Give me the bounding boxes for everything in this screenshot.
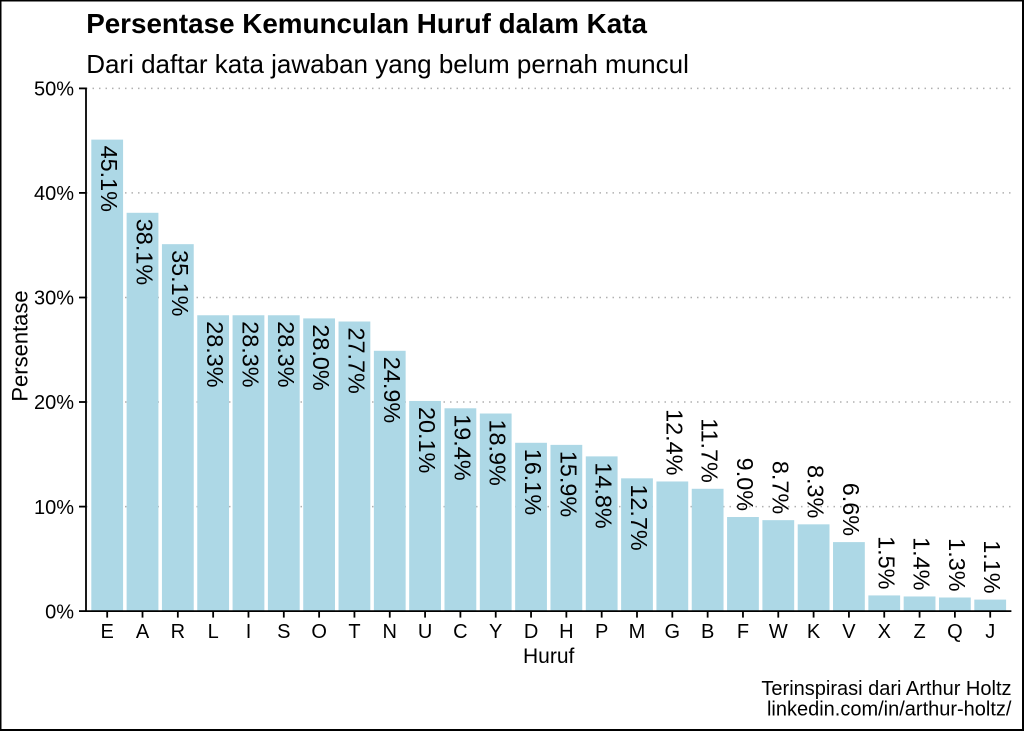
svg-text:8.7%: 8.7%	[767, 461, 793, 514]
svg-text:6.6%: 6.6%	[838, 483, 864, 536]
svg-text:Z: Z	[913, 621, 925, 643]
svg-text:28.0%: 28.0%	[308, 324, 334, 390]
svg-text:35.1%: 35.1%	[167, 250, 193, 316]
svg-text:1.5%: 1.5%	[873, 536, 899, 589]
svg-text:F: F	[737, 621, 749, 643]
svg-text:Dari daftar kata jawaban yang: Dari daftar kata jawaban yang belum pern…	[86, 49, 689, 79]
svg-text:B: B	[701, 621, 714, 643]
svg-text:9.0%: 9.0%	[732, 458, 758, 511]
svg-text:20.1%: 20.1%	[414, 407, 440, 473]
svg-text:A: A	[136, 621, 150, 643]
svg-text:15.9%: 15.9%	[555, 451, 581, 517]
svg-text:50%: 50%	[34, 79, 74, 101]
svg-text:19.4%: 19.4%	[449, 414, 475, 480]
svg-text:T: T	[348, 621, 360, 643]
svg-text:28.3%: 28.3%	[273, 321, 299, 387]
svg-text:H: H	[559, 621, 573, 643]
svg-text:12.4%: 12.4%	[661, 409, 687, 475]
svg-text:18.9%: 18.9%	[485, 420, 511, 486]
svg-text:N: N	[383, 621, 397, 643]
svg-text:27.7%: 27.7%	[343, 328, 369, 394]
svg-text:R: R	[171, 621, 185, 643]
svg-text:30%: 30%	[34, 288, 74, 310]
svg-text:10%: 10%	[34, 497, 74, 519]
svg-text:E: E	[101, 621, 114, 643]
svg-text:C: C	[453, 621, 467, 643]
svg-text:38.1%: 38.1%	[132, 219, 158, 285]
svg-text:G: G	[665, 621, 681, 643]
svg-text:P: P	[595, 621, 608, 643]
svg-text:12.7%: 12.7%	[626, 484, 652, 550]
svg-text:D: D	[524, 621, 538, 643]
svg-text:20%: 20%	[34, 392, 74, 414]
svg-text:16.1%: 16.1%	[520, 449, 546, 515]
svg-text:U: U	[418, 621, 432, 643]
svg-text:S: S	[277, 621, 290, 643]
svg-text:J: J	[985, 621, 995, 643]
svg-text:L: L	[208, 621, 219, 643]
svg-text:X: X	[878, 621, 891, 643]
svg-text:Huruf: Huruf	[523, 645, 575, 668]
svg-text:I: I	[246, 621, 252, 643]
svg-text:1.3%: 1.3%	[944, 538, 970, 591]
svg-text:24.9%: 24.9%	[379, 357, 405, 423]
svg-text:1.1%: 1.1%	[979, 540, 1005, 593]
svg-text:Terinspirasi dari Arthur Holtz: Terinspirasi dari Arthur Holtz	[761, 678, 1011, 700]
svg-text:Persentase Kemunculan Huruf da: Persentase Kemunculan Huruf dalam Kata	[86, 8, 647, 39]
svg-text:W: W	[769, 621, 788, 643]
svg-text:14.8%: 14.8%	[591, 462, 617, 528]
svg-text:11.7%: 11.7%	[697, 418, 723, 483]
svg-text:45.1%: 45.1%	[96, 146, 122, 212]
svg-text:8.3%: 8.3%	[803, 465, 829, 518]
svg-text:Persentase: Persentase	[8, 290, 33, 401]
svg-text:M: M	[629, 621, 646, 643]
svg-text:K: K	[807, 621, 821, 643]
svg-text:Y: Y	[489, 621, 502, 643]
svg-text:40%: 40%	[34, 183, 74, 205]
svg-text:O: O	[311, 621, 327, 643]
svg-text:0%: 0%	[45, 601, 74, 623]
svg-text:V: V	[842, 621, 856, 643]
svg-text:28.3%: 28.3%	[202, 321, 228, 387]
svg-text:1.4%: 1.4%	[909, 537, 935, 590]
svg-text:Q: Q	[947, 621, 963, 643]
svg-text:28.3%: 28.3%	[237, 321, 263, 387]
svg-text:linkedin.com/in/arthur-holtz/: linkedin.com/in/arthur-holtz/	[767, 699, 1012, 721]
